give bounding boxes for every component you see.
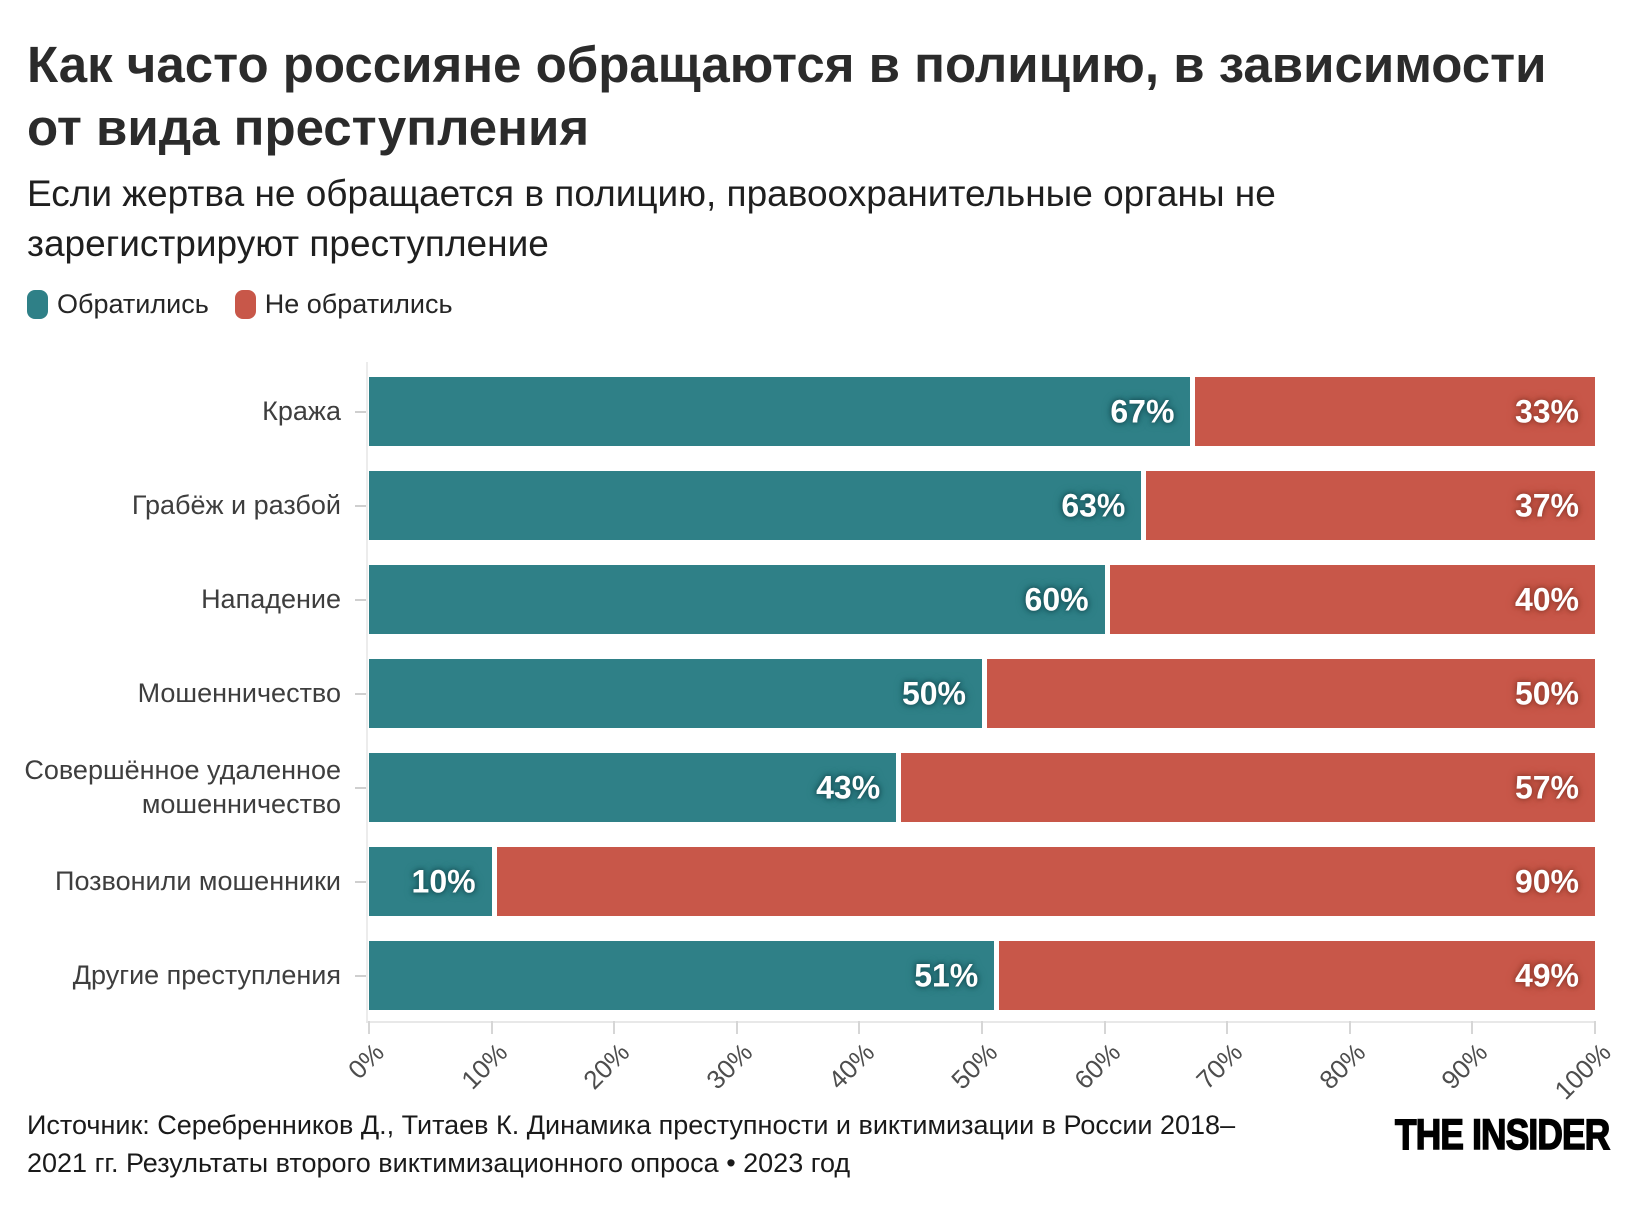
bar-row: Совершённое удаленное мошенничество 43% 57… (24, 753, 1595, 823)
bar-value-label: 57% (1514, 769, 1579, 806)
bar-row: Мошенничество 50% 50% (138, 659, 1595, 729)
x-axis-tick-label: 100% (1547, 1037, 1617, 1106)
category-label: Кража (262, 395, 341, 426)
bar-value-label: 33% (1514, 393, 1579, 430)
bar-value-label: 50% (901, 675, 966, 712)
bar-segment-not-reported: 49% (999, 941, 1595, 1011)
page-subtitle: Если жертва не обращается в полицию, пра… (27, 173, 1276, 265)
category-label: Мошенничество (137, 677, 341, 708)
x-axis-tick (735, 1021, 738, 1035)
bar-row: Нападение 60% 40% (201, 565, 1595, 635)
category-tick (355, 974, 366, 977)
bar-value-label: 50% (1514, 675, 1579, 712)
bar-value-label: 51% (914, 957, 979, 994)
x-axis-tick (1226, 1021, 1229, 1035)
category-tick (355, 880, 366, 883)
footer: Источник: Серебренников Д., Титаев К. Ди… (27, 1107, 1610, 1183)
x-axis-tick-label: 50% (945, 1037, 1004, 1096)
bar-value-label: 63% (1061, 487, 1126, 524)
category-tick (355, 504, 366, 507)
bar-row: Кража 67% 33% (262, 377, 1595, 447)
bar-segment-not-reported: 37% (1146, 471, 1595, 541)
x-axis-tick (613, 1021, 616, 1035)
bar-value-label: 60% (1024, 581, 1089, 618)
x-axis-tick-label: 70% (1190, 1037, 1249, 1096)
plot-area: Кража 67% 33% Грабёж и разбой 63% 37% Нападени… (24, 362, 1616, 1107)
bar-segment-not-reported: 50% (987, 659, 1595, 729)
bar-value-label: 43% (816, 769, 881, 806)
category-label: Позвонили мошенники (55, 865, 341, 896)
x-axis-tick (858, 1021, 861, 1035)
bar-row: Грабёж и разбой 63% 37% (132, 471, 1595, 541)
category-label: Грабёж и разбой (131, 489, 341, 520)
x-axis-tick (1471, 1021, 1474, 1035)
the-insider-logo: THE INSIDER (1394, 1111, 1610, 1161)
bar-segment-reported: 67% (369, 377, 1191, 447)
x-axis-tick-label: 0% (342, 1037, 391, 1086)
bar-value-label: 40% (1514, 581, 1579, 618)
bar-segment-not-reported: 90% (496, 847, 1595, 917)
x-axis-tick (490, 1021, 493, 1035)
bar-segment-reported: 43% (369, 753, 897, 823)
bar-row: Другие преступления 51% 49% (73, 941, 1595, 1011)
bar-segment-reported: 63% (369, 471, 1142, 541)
x-axis-tick-label: 30% (699, 1037, 759, 1096)
x-axis-tick-label: 40% (822, 1037, 881, 1096)
x-axis-tick (1348, 1021, 1351, 1035)
x-axis-tick (1594, 1021, 1596, 1035)
bar-value-label: 37% (1514, 487, 1579, 524)
bar-value-label: 90% (1514, 863, 1579, 900)
source-note: Источник: Серебренников Д., Титаев К. Ди… (27, 1110, 1236, 1179)
bar-segment-not-reported: 57% (901, 753, 1595, 823)
bar-segment-reported: 51% (369, 941, 995, 1011)
legend-item-1: Не обратились (234, 289, 453, 320)
legend-label: Обратились (57, 289, 209, 320)
bar-value-label: 67% (1110, 393, 1175, 430)
x-axis-tick-label: 10% (454, 1037, 513, 1096)
category-label: Другие преступления (72, 959, 341, 990)
category-label: Нападение (201, 583, 341, 614)
bar-segment-not-reported: 40% (1109, 565, 1595, 635)
bar-value-label: 49% (1514, 957, 1579, 994)
x-axis-tick (368, 1021, 370, 1035)
legend-label: Не обратились (264, 289, 453, 320)
x-axis-tick-label: 90% (1435, 1037, 1494, 1096)
chart-legend: Обратились Не обратились (27, 289, 1609, 320)
bar-segment-not-reported: 33% (1195, 377, 1595, 447)
category-label: Совершённое удаленное мошенничество (24, 755, 341, 819)
category-tick (355, 598, 366, 601)
x-axis-line (366, 1021, 1595, 1024)
category-tick (355, 410, 366, 413)
bar-segment-reported: 10% (369, 847, 492, 917)
bar-value-label: 10% (411, 863, 476, 900)
legend-swatch (234, 290, 256, 320)
stacked-bar-chart: Кража 67% 33% Грабёж и разбой 63% 37% Нападени… (24, 362, 1616, 1107)
x-axis-tick (1103, 1021, 1106, 1035)
legend-swatch (27, 290, 48, 320)
legend-item-0: Обратились (27, 289, 209, 320)
y-axis-line (366, 362, 368, 1024)
bar-row: Позвонили мошенники 10% 90% (55, 847, 1595, 917)
x-axis-tick-label: 80% (1312, 1037, 1372, 1096)
bar-segment-reported: 60% (369, 565, 1105, 635)
bar-segment-reported: 50% (369, 659, 982, 729)
category-tick (355, 786, 366, 789)
x-axis-tick (981, 1021, 983, 1035)
x-axis-tick-label: 20% (577, 1037, 636, 1096)
x-axis-tick-label: 60% (1067, 1037, 1126, 1096)
category-tick (355, 692, 366, 695)
page-title: Как часто россияне обращаются в полицию,… (27, 36, 1547, 157)
